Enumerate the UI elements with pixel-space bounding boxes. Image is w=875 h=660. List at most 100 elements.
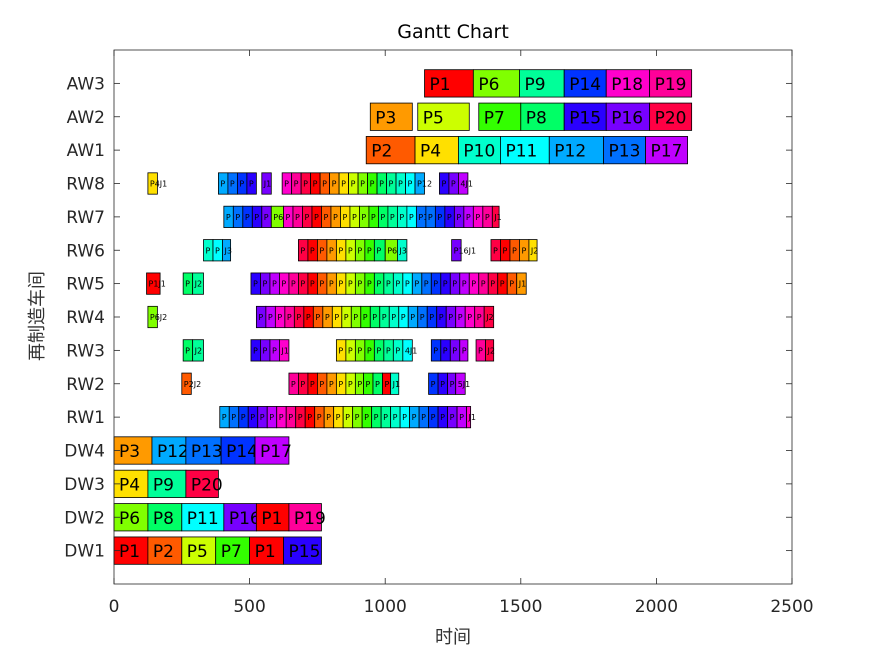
gantt-bar-label: P xyxy=(431,413,436,422)
gantt-bar-rw4 xyxy=(147,305,158,329)
gantt-bar-label: P xyxy=(329,280,334,289)
gantt-bar-aw2 xyxy=(369,102,413,131)
x-tick-label: 1000 xyxy=(364,597,407,617)
gantt-bar-label: P xyxy=(304,213,309,222)
gantt-bar-rw3 xyxy=(402,339,413,362)
gantt-bar-label: P xyxy=(291,280,296,289)
gantt-bar-label: P xyxy=(307,413,312,422)
gantt-bar-dw2 xyxy=(147,503,183,532)
gantt-bar-label: P xyxy=(269,413,274,422)
gantt-bar-label: P xyxy=(389,180,394,189)
gantt-bar-label: P xyxy=(462,346,467,355)
gantt-bar-aw1 xyxy=(645,136,688,165)
gantt-bar-label: P xyxy=(374,413,379,422)
gantt-bar-label: P1 xyxy=(384,380,394,389)
gantt-bar-label: P xyxy=(376,246,381,255)
gantt-bar-label: P xyxy=(467,313,472,322)
gantt-bar-label: P xyxy=(500,280,505,289)
gantt-bar-rw7 xyxy=(491,205,500,228)
gantt-bar-label: P16J1 xyxy=(454,246,476,255)
gantt-bar-rw5 xyxy=(192,272,204,295)
gantt-bar-label: P xyxy=(443,346,448,355)
gantt-bar-label: P xyxy=(326,413,331,422)
gantt-bar-label: P19 xyxy=(294,509,326,529)
gantt-bar-label: P18 xyxy=(611,75,643,95)
y-tick-label: DW3 xyxy=(64,475,105,495)
y-tick-label: AW1 xyxy=(67,141,105,161)
gantt-bar-label: P xyxy=(357,346,362,355)
gantt-bar-label: P xyxy=(451,180,456,189)
gantt-bar-label: P xyxy=(477,313,482,322)
gantt-bar-label: P xyxy=(440,380,445,389)
gantt-bar-label: P xyxy=(300,280,305,289)
gantt-bar-label: P xyxy=(185,280,190,289)
gantt-bar-label: P xyxy=(235,213,240,222)
gantt-bar-rw3 xyxy=(279,339,290,362)
x-tick-label: 2500 xyxy=(770,597,813,617)
gantt-bar-label: P xyxy=(325,313,330,322)
gantt-bar-label: P xyxy=(288,413,293,422)
gantt-bar-label: P xyxy=(222,413,227,422)
gantt-bar-label: P xyxy=(351,180,356,189)
gantt-bar-label: P xyxy=(462,280,467,289)
gantt-bar-label: P xyxy=(429,313,434,322)
gantt-bar-label: P xyxy=(319,280,324,289)
gantt-bar-rw1 xyxy=(466,406,472,429)
gantt-bar-label: P xyxy=(313,180,318,189)
gantt-bar-label: P xyxy=(452,280,457,289)
gantt-bar-label: P xyxy=(401,313,406,322)
gantt-bar-rw6 xyxy=(528,239,538,262)
gantt-bar-rw8 xyxy=(246,172,257,195)
chart-title: Gantt Chart xyxy=(397,21,509,43)
gantt-bar-label: P xyxy=(220,180,225,189)
gantt-bar-dw2 xyxy=(223,503,257,532)
y-tick-label: RW6 xyxy=(66,241,105,261)
gantt-bar-label: P6J2 xyxy=(150,313,167,322)
gantt-bar-label: P xyxy=(345,413,350,422)
y-tick-label: AW2 xyxy=(67,108,105,128)
gantt-bar-dw1 xyxy=(215,536,250,565)
gantt-bar-label: P2 xyxy=(371,142,392,162)
gantt-bar-label: P xyxy=(357,280,362,289)
gantt-bar-label: P xyxy=(420,313,425,322)
gantt-bar-label: P9 xyxy=(153,475,174,495)
gantt-bar-label: P xyxy=(254,213,259,222)
gantt-bar-dw4 xyxy=(151,436,187,465)
gantt-bar-label: J3 xyxy=(398,246,406,255)
gantt-bar-label: P8 xyxy=(526,108,547,128)
gantt-bar-label: P16 xyxy=(611,108,643,128)
x-axis-label: 时间 xyxy=(435,627,471,648)
gantt-bar-label: P6 xyxy=(478,75,499,95)
gantt-bar-aw3 xyxy=(649,69,693,98)
gantt-bar-label: P xyxy=(287,313,292,322)
gantt-bar-label: P xyxy=(431,380,436,389)
gantt-bar-rw5 xyxy=(146,272,161,295)
gantt-bar-label: P xyxy=(277,313,282,322)
gantt-bar-label: P13 xyxy=(191,442,223,462)
gantt-bar-label: 5J1 xyxy=(458,380,471,389)
gantt-bar-label: J1 xyxy=(468,413,476,422)
gantt-bar-label: P xyxy=(490,280,495,289)
gantt-bar-label: J1 xyxy=(493,213,501,222)
gantt-bar-label: P xyxy=(375,380,380,389)
gantt-bar-label: P8 xyxy=(153,509,174,529)
gantt-bar-label: P xyxy=(502,246,507,255)
y-tick-label: AW3 xyxy=(67,74,105,94)
gantt-bar-label: P xyxy=(317,413,322,422)
gantt-bar-label: P xyxy=(319,246,324,255)
y-axis-label: 再制造车间 xyxy=(27,271,48,361)
gantt-bar-label: P xyxy=(215,246,220,255)
gantt-bar-label: P xyxy=(348,246,353,255)
gantt-bar-label: P xyxy=(342,213,347,222)
gantt-bar-label: P xyxy=(380,213,385,222)
gantt-bar-label: P xyxy=(428,213,433,222)
gantt-bar-label: P xyxy=(439,313,444,322)
gantt-bar-label: P xyxy=(258,313,263,322)
gantt-bar-label: P xyxy=(360,180,365,189)
gantt-bar-label: P xyxy=(367,280,372,289)
gantt-bar-label: P15 xyxy=(569,108,601,128)
gantt-bar-label: P xyxy=(367,246,372,255)
gantt-bar-rw3 xyxy=(459,339,469,362)
gantt-bar-rw6 xyxy=(451,239,462,262)
gantt-bar-label: P20 xyxy=(655,108,687,128)
